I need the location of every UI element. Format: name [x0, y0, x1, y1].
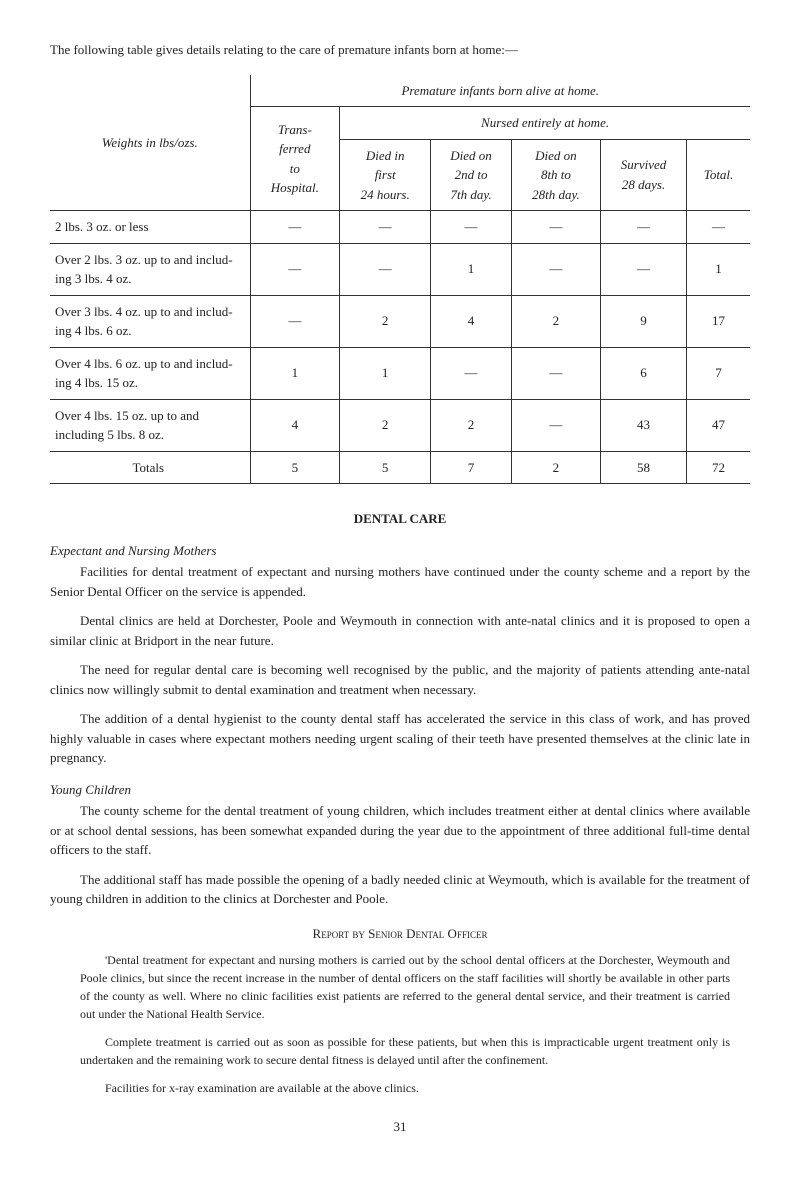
table-cell: 47	[687, 399, 750, 451]
table-cell: 6	[600, 347, 686, 399]
quote-2: Complete treatment is carried out as soo…	[80, 1033, 730, 1069]
table-cell: —	[511, 211, 600, 244]
table-cell: 17	[687, 295, 750, 347]
sub-died-8th: Died on 8th to 28th day.	[511, 139, 600, 211]
table-row-label: 2 lbs. 3 oz. or less	[50, 211, 250, 244]
young-children-heading: Young Children	[50, 780, 750, 800]
table-cell: 5	[340, 451, 431, 484]
table-cell: 1	[431, 243, 512, 295]
paragraph-4: The addition of a dental hygienist to th…	[50, 709, 750, 768]
paragraph-2: Dental clinics are held at Dorchester, P…	[50, 611, 750, 650]
expectant-heading: Expectant and Nursing Mothers	[50, 541, 750, 561]
table-cell: —	[250, 243, 340, 295]
paragraph-3: The need for regular dental care is beco…	[50, 660, 750, 699]
table-cell: —	[431, 347, 512, 399]
table-cell: 43	[600, 399, 686, 451]
table-cell: 9	[600, 295, 686, 347]
table-row-label: Over 2 lbs. 3 oz. up to and includ- ing …	[50, 243, 250, 295]
sub-total: Total.	[687, 139, 750, 211]
table-cell: 7	[687, 347, 750, 399]
table-row-label: Over 4 lbs. 15 oz. up to and including 5…	[50, 399, 250, 451]
premature-infants-table: Weights in lbs/ozs. Premature infants bo…	[50, 75, 750, 485]
table-row-label: Over 3 lbs. 4 oz. up to and includ- ing …	[50, 295, 250, 347]
table-cell: 1	[340, 347, 431, 399]
table-cell: —	[511, 399, 600, 451]
table-cell: —	[687, 211, 750, 244]
sub-died-first: Died in first 24 hours.	[340, 139, 431, 211]
paragraph-6: The additional staff has made possible t…	[50, 870, 750, 909]
table-cell: 1	[250, 347, 340, 399]
quote-3: Facilities for x-ray examination are ava…	[80, 1079, 730, 1097]
intro-text: The following table gives details relati…	[50, 40, 750, 60]
dental-care-heading: DENTAL CARE	[50, 509, 750, 529]
table-cell: 2	[511, 451, 600, 484]
table-cell: 2	[340, 295, 431, 347]
spanning-header: Premature infants born alive at home.	[250, 75, 750, 107]
table-cell: 1	[687, 243, 750, 295]
sub-died-2nd: Died on 2nd to 7th day.	[431, 139, 512, 211]
table-cell: —	[600, 211, 686, 244]
table-cell: —	[511, 347, 600, 399]
table-cell: —	[511, 243, 600, 295]
table-row-label: Over 4 lbs. 6 oz. up to and includ- ing …	[50, 347, 250, 399]
table-cell: 7	[431, 451, 512, 484]
table-row-label: Totals	[50, 451, 250, 484]
table-cell: 5	[250, 451, 340, 484]
paragraph-5: The county scheme for the dental treatme…	[50, 801, 750, 860]
report-heading: Report by Senior Dental Officer	[50, 924, 750, 944]
col1-header: Weights in lbs/ozs.	[50, 75, 250, 211]
paragraph-1: Facilities for dental treatment of expec…	[50, 562, 750, 601]
quote-1: 'Dental treatment for expectant and nurs…	[80, 951, 730, 1023]
table-cell: —	[250, 211, 340, 244]
table-cell: —	[431, 211, 512, 244]
table-cell: 58	[600, 451, 686, 484]
table-cell: 2	[511, 295, 600, 347]
table-cell: —	[340, 211, 431, 244]
table-cell: 4	[250, 399, 340, 451]
table-cell: —	[600, 243, 686, 295]
nursed-header: Nursed entirely at home.	[340, 107, 750, 140]
table-cell: —	[340, 243, 431, 295]
table-cell: 4	[431, 295, 512, 347]
table-cell: 72	[687, 451, 750, 484]
table-cell: 2	[340, 399, 431, 451]
quoted-report: 'Dental treatment for expectant and nurs…	[80, 951, 730, 1097]
trans-header: Trans- ferred to Hospital.	[250, 107, 340, 211]
table-cell: 2	[431, 399, 512, 451]
table-cell: —	[250, 295, 340, 347]
page-number: 31	[50, 1117, 750, 1137]
sub-survived: Survived 28 days.	[600, 139, 686, 211]
